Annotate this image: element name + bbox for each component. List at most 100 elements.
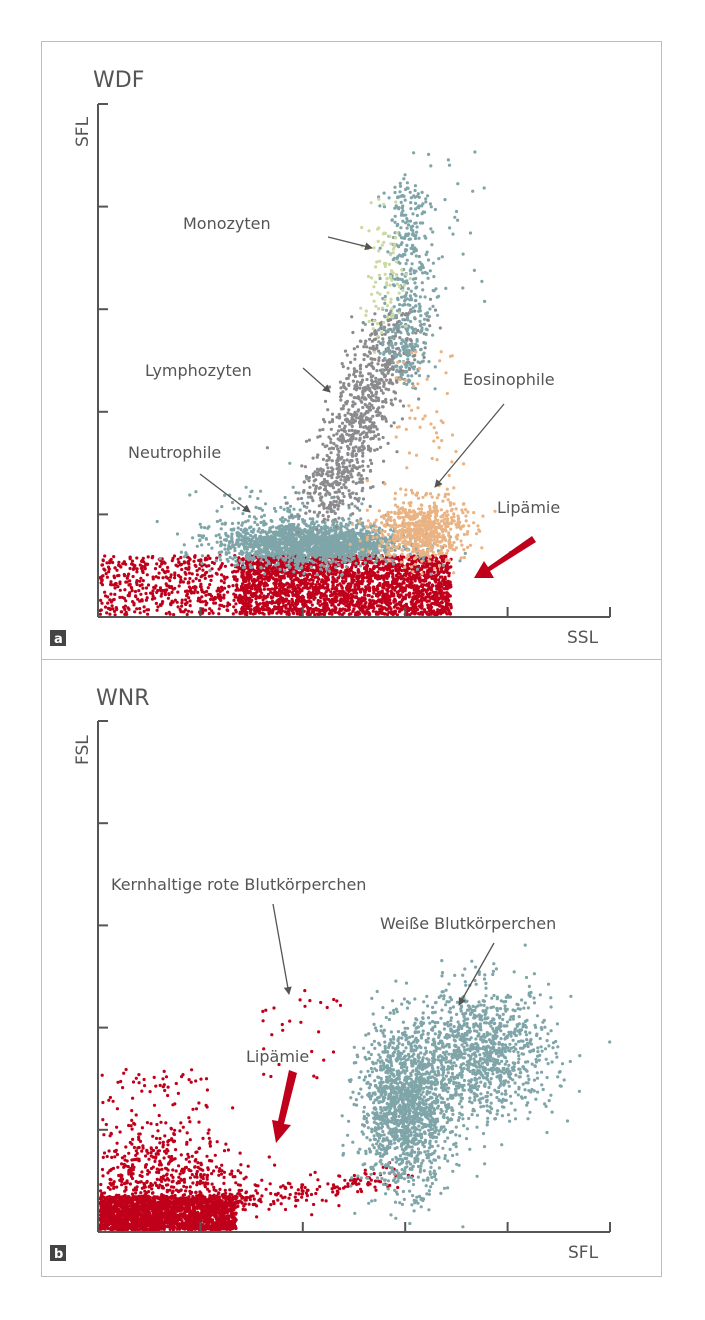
point-lipaemie: [256, 578, 260, 582]
point-neutrophile: [320, 551, 324, 555]
point-lipaemie: [363, 588, 367, 592]
scatter-points: [98, 150, 512, 617]
point-neutrophile: [256, 496, 260, 501]
point-lipaemie: [217, 612, 221, 616]
point-neutrophile: [288, 532, 292, 536]
point-lipaemie: [200, 595, 204, 599]
point-lipaemie: [391, 581, 395, 585]
point-lipaemie: [141, 570, 145, 575]
point-lipaemie: [205, 589, 209, 594]
point-lipaemie: [216, 592, 220, 597]
point-neutrophile: [323, 524, 327, 528]
point-lipaemie: [410, 577, 414, 581]
point-lipaemie: [308, 572, 312, 576]
point-lipaemie: [105, 611, 109, 615]
point-neutrophile: [203, 526, 207, 530]
point-neutrophile: [282, 507, 286, 511]
point-lipaemie: [200, 564, 204, 568]
point-lipaemie: [244, 588, 249, 592]
point-lipaemie: [109, 592, 113, 596]
point-neutrophile: [255, 523, 260, 527]
point-lipaemie: [426, 564, 430, 568]
point-neutrophile: [208, 569, 212, 573]
point-lipaemie: [213, 601, 218, 605]
point-neutrophile: [331, 542, 335, 546]
point-neutrophile: [220, 522, 224, 526]
point-lipaemie: [384, 575, 388, 579]
point-lipaemie: [315, 585, 319, 590]
point-neutrophile: [391, 562, 395, 566]
point-neutrophile: [238, 559, 242, 563]
point-neutrophile: [328, 560, 332, 564]
point-lipaemie: [264, 577, 268, 581]
point-neutrophile: [283, 495, 287, 500]
point-lipaemie: [260, 591, 264, 595]
point-neutrophile: [200, 561, 204, 566]
point-lipaemie: [158, 603, 162, 607]
point-lipaemie: [388, 601, 392, 605]
point-lipaemie: [339, 608, 343, 613]
point-lipaemie: [199, 582, 203, 586]
point-neutrophile: [286, 519, 290, 523]
point-lipaemie: [328, 609, 332, 613]
point-lipaemie: [386, 580, 390, 585]
point-neutrophile: [334, 553, 338, 557]
point-lipaemie: [437, 582, 441, 586]
point-lipaemie: [118, 595, 122, 600]
point-neutrophile: [311, 553, 315, 557]
point-lipaemie: [319, 596, 323, 600]
point-lipaemie: [445, 598, 450, 602]
point-lipaemie: [177, 560, 181, 564]
point-lipaemie: [300, 581, 304, 585]
point-lipaemie: [227, 584, 231, 589]
point-lipaemie: [253, 593, 257, 598]
point-lipaemie: [138, 584, 142, 588]
point-neutrophile: [344, 549, 348, 553]
point-lipaemie: [112, 555, 116, 559]
point-lipaemie: [399, 587, 403, 591]
point-neutrophile: [175, 532, 180, 536]
point-neutrophile: [340, 560, 344, 564]
point-lipaemie: [234, 588, 238, 592]
point-lipaemie: [295, 612, 299, 616]
point-lipaemie: [145, 562, 149, 567]
point-lipaemie: [257, 584, 261, 588]
point-lipaemie: [374, 600, 379, 604]
point-neutrophile: [292, 570, 296, 574]
point-neutrophile: [363, 560, 367, 565]
point-lipaemie: [133, 564, 137, 568]
point-lipaemie: [319, 572, 323, 576]
point-lipaemie: [161, 576, 165, 580]
point-lipaemie: [433, 602, 437, 606]
point-lipaemie: [241, 570, 245, 574]
point-lipaemie: [296, 607, 300, 611]
point-neutrophile: [344, 565, 349, 569]
point-neutrophile: [273, 537, 277, 541]
point-lipaemie: [331, 575, 335, 579]
point-lipaemie: [318, 599, 322, 604]
point-lipaemie: [138, 563, 142, 567]
point-lipaemie: [117, 560, 121, 565]
point-lipaemie: [309, 582, 313, 586]
point-lipaemie: [116, 585, 120, 589]
point-neutrophile: [307, 530, 311, 535]
point-lipaemie: [295, 600, 299, 604]
point-neutrophile: [348, 539, 352, 544]
point-neutrophile: [287, 547, 291, 551]
point-neutrophile: [254, 538, 258, 542]
point-lipaemie: [396, 576, 401, 580]
point-neutrophile: [353, 546, 357, 550]
point-lipaemie: [187, 559, 191, 563]
point-lipaemie: [310, 603, 314, 607]
point-lipaemie: [114, 606, 118, 610]
point-lipaemie: [309, 578, 313, 582]
point-lipaemie: [301, 586, 305, 590]
point-lipaemie: [103, 554, 107, 558]
point-lipaemie: [325, 597, 329, 601]
point-neutrophile: [331, 558, 335, 563]
point-lipaemie: [217, 588, 221, 592]
point-neutrophile: [315, 547, 319, 552]
point-neutrophile: [227, 541, 232, 545]
point-lipaemie: [161, 600, 165, 604]
point-lipaemie: [199, 600, 203, 604]
